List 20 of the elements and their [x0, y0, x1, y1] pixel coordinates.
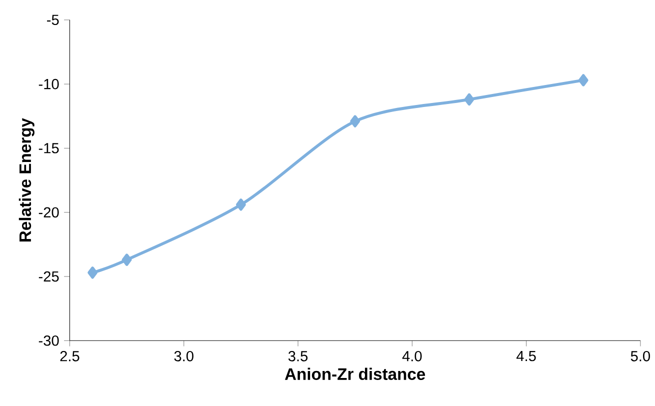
y-axis-title: Relative Energy: [18, 118, 34, 242]
x-tick-label: 5.0: [630, 350, 650, 362]
point: [88, 266, 98, 279]
y-tick-label: -10: [38, 78, 59, 90]
y-tick-label: -15: [38, 142, 59, 154]
y-tick-label: -25: [38, 271, 59, 282]
x-tick-label: 4.0: [402, 350, 422, 362]
point: [350, 114, 360, 128]
y-tick-label: -30: [38, 335, 59, 346]
y-tick-label: -20: [38, 207, 59, 218]
x-tick-label: 3.5: [288, 350, 308, 362]
x-tick-label: 3.0: [174, 350, 194, 362]
x-tick-label: 4.5: [516, 350, 536, 362]
point: [464, 93, 474, 106]
x-axis-title: Anion-Zr distance: [284, 368, 426, 380]
point: [578, 74, 588, 86]
x-tick-label: 2.5: [60, 350, 80, 362]
point: [122, 254, 132, 266]
point: [236, 198, 246, 211]
y-tick-label: -5: [47, 14, 59, 25]
